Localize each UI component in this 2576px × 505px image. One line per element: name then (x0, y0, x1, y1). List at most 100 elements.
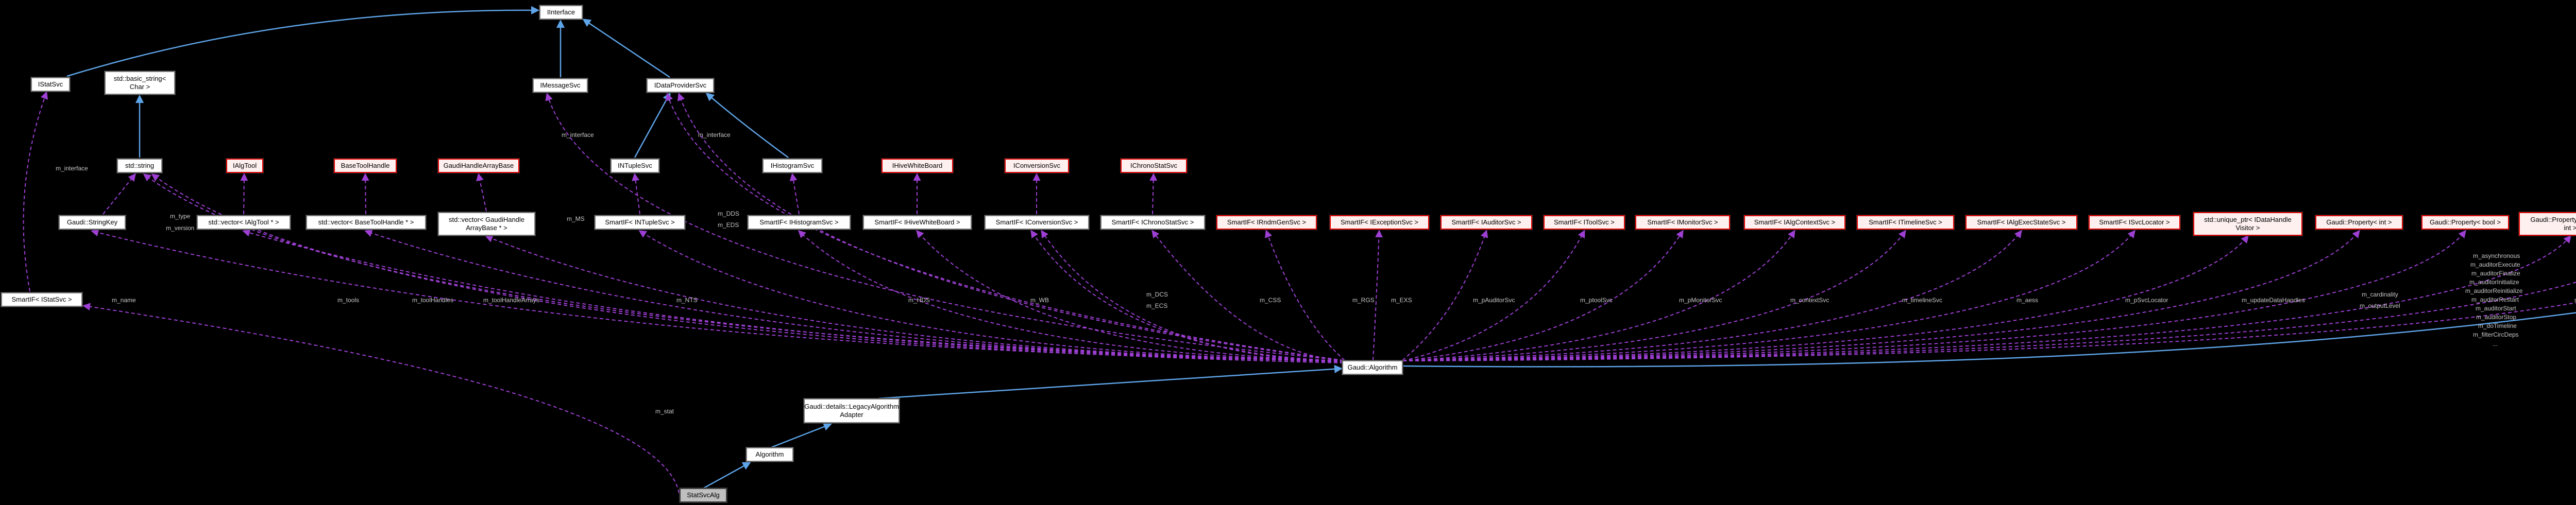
edge-label-m-hds: m_HDS (908, 297, 930, 304)
member-edge-35 (1041, 230, 1344, 362)
edge-label-m-tools: m_tools (337, 297, 360, 304)
edge-label-m-auditorstart: m_auditorStart (2476, 305, 2516, 312)
node-smartif-ialgexecstatesvc[interactable]: SmartIF< IAlgExecStateSvc > (1965, 215, 2078, 230)
node-ihistogramsvc[interactable]: IHistogramSvc (762, 158, 823, 173)
edge-label-m-cardinality: m_cardinality (2362, 291, 2398, 298)
node-iinterface[interactable]: IInterface (539, 5, 583, 20)
edge-label-m-dotimeline: m_doTimeline (2478, 322, 2517, 329)
member-edge-17 (632, 173, 640, 215)
member-edge-37 (1265, 230, 1345, 361)
member-edge-16 (476, 173, 487, 212)
node-algorithm[interactable]: Algorithm (745, 447, 794, 462)
edge-label-m-dds: m_DDS (718, 210, 740, 217)
node-gaudi-stringkey[interactable]: Gaudi::StringKey (58, 215, 126, 230)
edge-label-m-toolhandles: m_toolHandles (412, 297, 454, 304)
inheritance-edge-10 (66, 6, 540, 77)
node-ichronostatsvc[interactable]: IChronoStatSvc (1120, 158, 1188, 173)
edge-label-m-rgs: m_RGS (1352, 297, 1375, 304)
inheritance-edge-9 (582, 19, 670, 78)
node-smartif-itoolsvc[interactable]: SmartIF< IToolSvc > (1543, 215, 1625, 230)
edge-label-m-pauditorsvc: m_pAuditorSvc (1473, 297, 1515, 304)
edge-label-m-stat: m_stat (655, 408, 674, 415)
member-edge-23 (143, 173, 1344, 362)
edge-label-m-auditorexecute: m_auditorExecute (2470, 261, 2520, 268)
member-edge-12 (82, 303, 680, 494)
node-legacy-algorithm-adapter[interactable]: Gaudi::details::LegacyAlgorithm Adapter (803, 398, 900, 424)
edge-label-m-errormax: m_errorMax (2574, 297, 2576, 304)
edge-label-m-filtercircdeps: m_filterCircDeps (2473, 331, 2519, 338)
node-smartif-itimelinesvc[interactable]: SmartIF< ITimelineSvc > (1856, 215, 1955, 230)
edge-label--: ... (2493, 340, 2498, 347)
member-edge-33 (916, 230, 1344, 361)
inheritance-edge-0 (703, 462, 751, 489)
node-std-basic-string-char[interactable]: std::basic_string< Char > (104, 71, 176, 95)
edge-label-m-name: m_name (112, 297, 136, 304)
node-istatsvc[interactable]: IStatSvc (30, 77, 71, 92)
node-statsvcalg: StatSvcAlg (679, 487, 727, 503)
member-edge-21 (1149, 173, 1158, 215)
member-edge-31 (677, 93, 1344, 361)
node-ialgtool[interactable]: IAlgTool (226, 158, 264, 173)
edge-label-m-ptoolsvc: m_ptoolSvc (1580, 297, 1613, 304)
node-iconversionsvc[interactable]: IConversionSvc (1004, 158, 1070, 173)
node-intuplesvc[interactable]: INTupleSvc (610, 158, 660, 173)
edge-label-m-asynchronous: m_asynchronous (2473, 252, 2520, 259)
edge-label-m-timelinesvc: m_timelineSvc (1902, 297, 1943, 304)
member-edge-51 (1402, 302, 2576, 361)
member-edge-43 (1402, 230, 1906, 361)
edge-label-m-updatedatahandles: m_updateDataHandles (2242, 297, 2305, 304)
node-std-vector-gaudihandlearraybase[interactable]: std::vector< GaudiHandle ArrayBase * > (437, 212, 536, 236)
node-imessagesvc[interactable]: IMessageSvc (532, 78, 588, 93)
member-edge-44 (1402, 230, 2022, 361)
node-gaudi-property-bool[interactable]: Gaudi::Property< bool > (2421, 215, 2510, 230)
edge-label-m-type: m_type (170, 213, 191, 220)
node-gaudi-property-int[interactable]: Gaudi::Property< int > (2315, 215, 2403, 230)
node-gaudi-algorithm[interactable]: Gaudi::Algorithm (1342, 360, 1403, 375)
node-smartif-irndmgensvc[interactable]: SmartIF< IRndmGenSvc > (1216, 215, 1317, 230)
member-edge-46 (1402, 235, 2249, 361)
node-idataprovidersvc[interactable]: IDataProviderSvc (646, 78, 715, 93)
edge-label-m-exs: m_EXS (1391, 297, 1412, 304)
node-smartif-iexceptionsvc[interactable]: SmartIF< IExceptionSvc > (1329, 215, 1430, 230)
node-smartif-ihistogramsvc[interactable]: SmartIF< IHistogramSvc > (747, 215, 851, 230)
inheritance-edge-6 (634, 92, 671, 158)
node-gaudi-property-unsigned-int[interactable]: Gaudi::Property< unsigned int > (2518, 212, 2576, 236)
member-edge-25 (242, 229, 1344, 361)
member-edge-38 (1372, 230, 1383, 361)
node-smartif-istatsvc[interactable]: SmartIF< IStatSvc > (1, 292, 83, 307)
inheritance-edge-2 (878, 364, 1343, 399)
node-smartif-imonitorsvc[interactable]: SmartIF< IMonitorSvc > (1635, 215, 1731, 230)
node-smartif-ichronostatsvc[interactable]: SmartIF< IChronoStatSvc > (1100, 215, 1206, 230)
member-edge-36 (1151, 230, 1344, 361)
node-gaudihandlearraybase[interactable]: GaudiHandleArrayBase (437, 158, 520, 173)
edge-label-m-aess: m_aess (2016, 297, 2039, 304)
edge-label-m-auditorstop: m_auditorStop (2476, 314, 2517, 321)
edge-label-m-interface: m_interface (698, 131, 731, 138)
edge-label-m-eds: m_EDS (718, 221, 739, 229)
edge-label-m-auditorrestart: m_auditorRestart (2471, 296, 2519, 303)
node-std-vector-ialgtool[interactable]: std::vector< IAlgTool * > (196, 215, 291, 230)
node-smartif-iconversionsvc[interactable]: SmartIF< IConversionSvc > (984, 215, 1090, 230)
member-edge-45 (1402, 230, 2136, 361)
node-smartif-isvclocator[interactable]: SmartIF< ISvcLocator > (2088, 215, 2181, 230)
node-smartif-intuplesvc[interactable]: SmartIF< INTupleSvc > (594, 215, 686, 230)
edge-label-m-auditorinitialize: m_auditorInitialize (2469, 278, 2519, 286)
node-ihivewhiteboard[interactable]: IHiveWhiteBoard (881, 158, 954, 173)
edge-label-m-toolhandlearrays: m_toolHandleArrays (483, 297, 539, 304)
node-std-unique-ptr-idatahandlevisitor[interactable]: std::unique_ptr< IDataHandle Visitor > (2193, 212, 2303, 236)
member-edge-40 (1402, 230, 1585, 361)
node-std-string[interactable]: std::string (116, 158, 163, 173)
edge-label-m-auditorfinalize: m_auditorFinalize (2471, 270, 2520, 277)
edge-label-m-outputlevel: m_outputLevel (2360, 302, 2400, 309)
node-std-vector-basetoolhandle[interactable]: std::vector< BaseToolHandle * > (306, 215, 427, 230)
node-smartif-ialgcontextsvc[interactable]: SmartIF< IAlgContextSvc > (1743, 215, 1846, 230)
member-edge-15 (361, 173, 369, 215)
edge-label-m-css: m_CSS (1260, 297, 1281, 304)
node-smartif-ihivewhiteboard[interactable]: SmartIF< IHiveWhiteBoard > (862, 215, 972, 230)
node-basetoolhandle[interactable]: BaseToolHandle (333, 158, 397, 173)
member-edge-47 (1402, 230, 2360, 361)
inheritance-edge-1 (771, 423, 833, 448)
node-smartif-iauditorsvc[interactable]: SmartIF< IAuditorSvc > (1440, 215, 1533, 230)
